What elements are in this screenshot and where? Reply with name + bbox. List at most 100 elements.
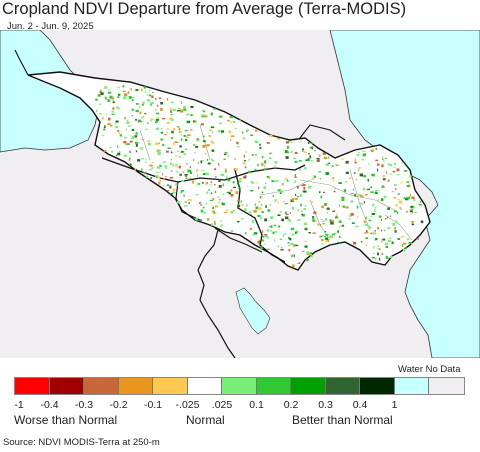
ndvi-pixel [378, 215, 382, 218]
ndvi-pixel [414, 211, 417, 214]
ndvi-pixel [403, 197, 405, 199]
ndvi-pixel [320, 195, 323, 199]
ndvi-pixel [286, 179, 289, 182]
ndvi-pixel [377, 248, 380, 250]
ndvi-pixel [197, 174, 199, 177]
ndvi-pixel [212, 197, 215, 201]
ndvi-pixel [131, 99, 134, 102]
ndvi-pixel [224, 152, 228, 154]
ndvi-pixel [411, 196, 415, 199]
ndvi-pixel [324, 237, 328, 240]
ndvi-pixel [205, 202, 207, 205]
ndvi-pixel [381, 241, 383, 243]
ndvi-pixel [325, 163, 329, 166]
ndvi-pixel [262, 230, 264, 233]
ndvi-pixel [167, 147, 171, 149]
ndvi-pixel [252, 233, 255, 236]
ndvi-pixel [312, 232, 316, 234]
ndvi-pixel [288, 249, 291, 252]
ndvi-pixel [222, 183, 224, 187]
ndvi-pixel [182, 171, 185, 173]
ndvi-pixel [323, 191, 326, 194]
ndvi-pixel [265, 235, 268, 237]
ndvi-pixel [224, 168, 227, 171]
legend-swatch [394, 378, 429, 394]
ndvi-pixel [383, 159, 385, 162]
ndvi-pixel [199, 219, 202, 221]
ndvi-pixel [170, 114, 173, 116]
ndvi-pixel [123, 93, 128, 96]
ndvi-pixel [298, 218, 301, 221]
ndvi-pixel [112, 99, 115, 102]
ndvi-pixel [170, 119, 174, 121]
ndvi-pixel [157, 142, 160, 144]
ndvi-pixel [184, 174, 188, 176]
ndvi-pixel [374, 257, 377, 261]
ndvi-pixel [166, 121, 170, 124]
ndvi-pixel [297, 262, 300, 264]
ndvi-pixel [210, 126, 215, 129]
legend-tick-label: -1 [14, 399, 24, 411]
map-canvas [0, 30, 480, 358]
ndvi-pixel [180, 150, 184, 153]
legend-worse-label: Worse than Normal [14, 413, 118, 427]
map-subtitle: Jun. 2 - Jun. 9, 2025 [7, 21, 94, 32]
ndvi-pixel [293, 157, 297, 160]
ndvi-pixel [190, 129, 193, 131]
ndvi-pixel [176, 171, 178, 173]
ndvi-pixel [205, 172, 209, 176]
ndvi-pixel [291, 254, 293, 258]
ndvi-pixel [420, 220, 424, 224]
ndvi-pixel [211, 149, 215, 152]
ndvi-pixel [365, 231, 369, 234]
ndvi-pixel [303, 186, 306, 190]
ndvi-pixel [141, 88, 143, 92]
ndvi-pixel [253, 232, 258, 235]
ndvi-pixel [282, 234, 285, 237]
border-armenia-azerbaijan [234, 169, 286, 263]
legend-tick-label: 0.2 [283, 399, 299, 411]
ndvi-pixel [338, 205, 340, 207]
ndvi-pixel [375, 207, 377, 209]
ndvi-pixel [232, 186, 236, 189]
ndvi-pixel [259, 147, 262, 150]
ndvi-pixel [160, 108, 163, 111]
ndvi-pixel [331, 177, 335, 179]
ndvi-anomaly-pixels [95, 85, 424, 267]
ndvi-pixel [115, 126, 119, 129]
ndvi-pixel [158, 149, 161, 152]
legend-tick-label: -0.2 [109, 399, 128, 411]
ndvi-pixel [368, 219, 372, 222]
ndvi-pixel [395, 221, 398, 224]
ndvi-pixel [312, 216, 315, 219]
ndvi-pixel [292, 264, 295, 267]
ndvi-pixel [263, 186, 265, 189]
ndvi-pixel [122, 90, 126, 93]
ndvi-pixel [274, 200, 277, 203]
ndvi-pixel [143, 172, 146, 175]
source-note: Source: NDVI MODIS-Terra at 250-m [3, 437, 160, 448]
ndvi-pixel [237, 205, 241, 208]
ndvi-pixel [190, 105, 194, 108]
ndvi-pixel [288, 180, 290, 182]
ndvi-pixel [289, 237, 292, 241]
ndvi-pixel [332, 179, 334, 182]
legend-swatch [291, 378, 326, 394]
ndvi-pixel [223, 153, 227, 156]
ndvi-pixel [150, 103, 152, 106]
ndvi-pixel [141, 116, 143, 119]
ndvi-pixel [250, 239, 252, 241]
ndvi-pixel [321, 205, 324, 209]
ndvi-pixel [183, 153, 186, 156]
ndvi-pixel [100, 92, 104, 96]
ndvi-pixel [250, 134, 253, 136]
ndvi-pixel [341, 198, 345, 202]
ndvi-pixel [339, 226, 341, 228]
ndvi-pixel [323, 156, 328, 159]
ndvi-pixel [187, 198, 190, 201]
legend-tick-label: 1 [391, 399, 398, 411]
ndvi-pixel [197, 161, 199, 165]
ndvi-pixel [384, 195, 387, 199]
ndvi-pixel [307, 142, 310, 144]
ndvi-pixel [178, 165, 181, 169]
